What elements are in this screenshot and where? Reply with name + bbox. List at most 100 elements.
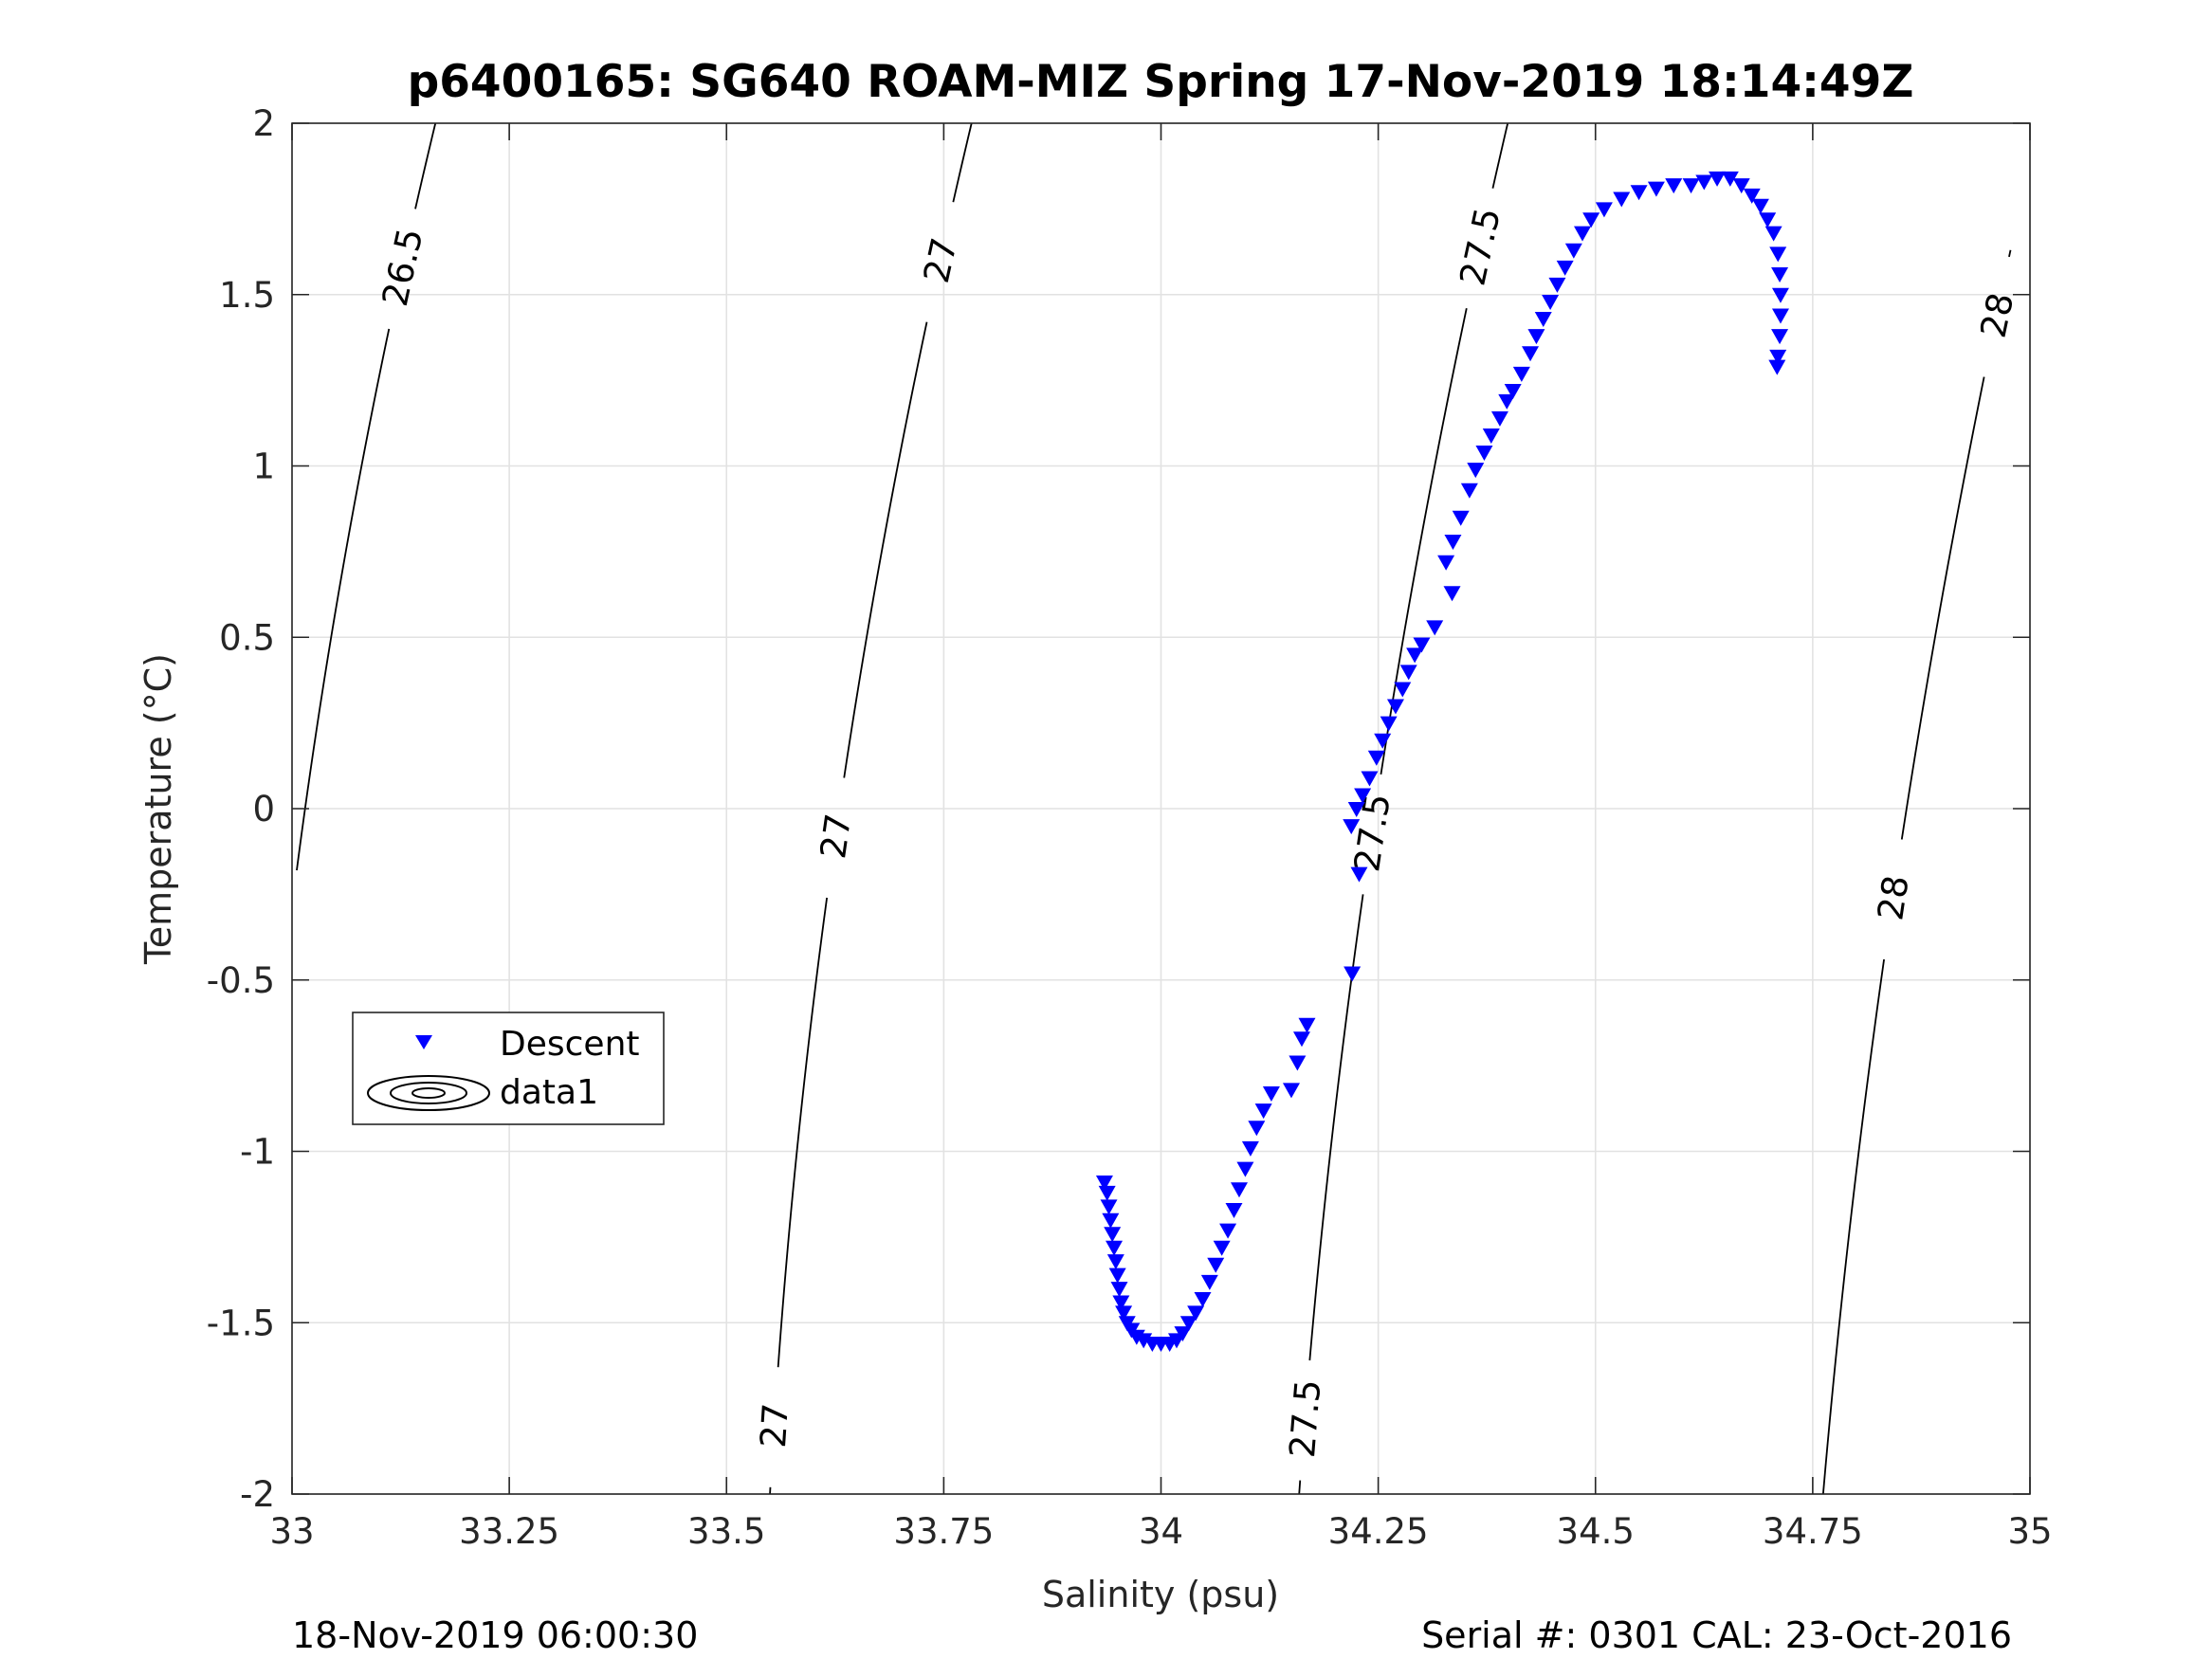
descent-point: [1682, 178, 1700, 194]
y-tick-label: 0.5: [219, 617, 275, 658]
legend-descent-label: Descent: [500, 1025, 640, 1064]
legend-data1-label: data1: [500, 1073, 598, 1112]
descent-point: [1213, 1240, 1231, 1256]
descent-point: [1350, 866, 1368, 883]
x-tick-label: 34: [1139, 1511, 1183, 1552]
isopycnal-line: [296, 328, 391, 871]
descent-point: [1248, 1121, 1266, 1137]
descent-point: [1394, 682, 1412, 698]
descent-point: [1542, 294, 1560, 310]
y-tick-label: 1: [252, 447, 275, 487]
descent-point: [1771, 287, 1789, 303]
x-tick-label: 33.5: [687, 1511, 765, 1552]
descent-point: [1380, 716, 1398, 732]
descent-point: [1467, 463, 1485, 479]
legend-data1-contour-icon-core: [411, 1087, 446, 1099]
descent-point: [1630, 185, 1648, 201]
descent-point: [1665, 178, 1683, 194]
isopycnal-label: 28: [1870, 873, 1916, 923]
isopycnal-line: [1900, 376, 1985, 840]
descent-point: [1298, 1017, 1316, 1033]
y-tick-label: 0: [252, 789, 275, 830]
footer-serial-cal: Serial #: 0301 CAL: 23-Oct-2016: [1421, 1614, 2012, 1656]
descent-point: [1098, 1185, 1116, 1201]
descent-point: [1444, 535, 1462, 551]
isopycnal-label: 28: [1973, 289, 2022, 341]
descent-point: [1475, 446, 1493, 462]
descent-point: [1771, 267, 1789, 283]
chart-title: p6400165: SG640 ROAM-MIZ Spring 17-Nov-2…: [408, 56, 1914, 108]
x-tick-label: 33.75: [893, 1511, 994, 1552]
descent-point: [1743, 188, 1761, 204]
descent-point: [1413, 637, 1431, 653]
descent-point: [1732, 178, 1750, 194]
descent-point: [1386, 699, 1404, 715]
legend-data1-contour-icon-inner: [390, 1082, 467, 1104]
descent-point: [1490, 410, 1508, 427]
descent-point: [1289, 1055, 1307, 1071]
descent-point: [1443, 586, 1461, 602]
descent-point: [1282, 1083, 1300, 1099]
descent-point: [1460, 483, 1478, 499]
isopycnal-line: [952, 122, 973, 203]
isopycnal-label: 27: [916, 234, 965, 286]
y-tick-label: 1.5: [219, 275, 275, 316]
descent-point: [1095, 1176, 1113, 1192]
footer-timestamp: 18-Nov-2019 06:00:30: [292, 1614, 698, 1656]
x-tick-label: 33.25: [459, 1511, 559, 1552]
descent-point: [1721, 171, 1739, 187]
descent-point: [1595, 202, 1613, 218]
descent-point: [1174, 1326, 1192, 1342]
descent-point: [1112, 1295, 1130, 1311]
x-tick-label: 34.75: [1763, 1511, 1863, 1552]
descent-point: [1504, 383, 1522, 399]
descent-point: [1522, 346, 1540, 362]
descent-point: [1437, 555, 1455, 571]
isopycnal-line: [777, 897, 829, 1368]
descent-point: [1564, 243, 1582, 259]
isopycnal-line: [1491, 122, 1509, 189]
descent-point: [1771, 308, 1789, 324]
y-tick-label: 2: [252, 103, 275, 144]
y-tick-label: -1: [240, 1132, 275, 1173]
descent-point: [1354, 788, 1372, 804]
descent-point: [1769, 246, 1787, 263]
x-tick-label: 34.5: [1557, 1511, 1635, 1552]
descent-point: [1106, 1254, 1124, 1270]
isopycnal-label: 27: [813, 811, 859, 862]
descent-point: [1498, 393, 1516, 410]
descent-point: [1452, 510, 1470, 526]
isopycnal-line: [843, 321, 928, 778]
descent-point: [1374, 733, 1392, 749]
descent-point: [1241, 1140, 1259, 1157]
descent-point: [1764, 226, 1782, 242]
descent-point: [1292, 1031, 1310, 1048]
isopycnal-label: 27: [753, 1402, 796, 1449]
isopycnal-line: [1380, 308, 1468, 775]
descent-point: [1361, 771, 1379, 787]
descent-point: [1771, 329, 1789, 345]
isopycnal-line: [1821, 958, 1885, 1495]
descent-point: [1527, 329, 1545, 345]
descent-point: [1236, 1161, 1254, 1177]
descent-point: [1187, 1305, 1205, 1322]
descent-point: [1751, 198, 1769, 214]
descent-point: [1179, 1316, 1197, 1332]
descent-point: [1344, 966, 1362, 982]
descent-point: [1695, 174, 1713, 191]
descent-point: [1426, 620, 1444, 636]
legend-descent-marker: [415, 1035, 432, 1049]
descent-point: [1556, 260, 1574, 276]
descent-point: [1254, 1103, 1272, 1120]
descent-point: [1200, 1274, 1218, 1290]
descent-point: [1582, 212, 1600, 228]
descent-point: [1108, 1267, 1126, 1284]
descent-point: [1512, 366, 1530, 382]
descent-point: [1574, 226, 1592, 242]
descent-point: [1769, 349, 1787, 365]
isopycnal-line: [2008, 249, 2012, 258]
descent-point: [1647, 181, 1665, 197]
axis-ticks: 33 33.25 33.5 33.75 34 34.25 34.5 34.75 35 -2 -1.5…: [207, 103, 2053, 1552]
descent-point: [1106, 1240, 1124, 1256]
